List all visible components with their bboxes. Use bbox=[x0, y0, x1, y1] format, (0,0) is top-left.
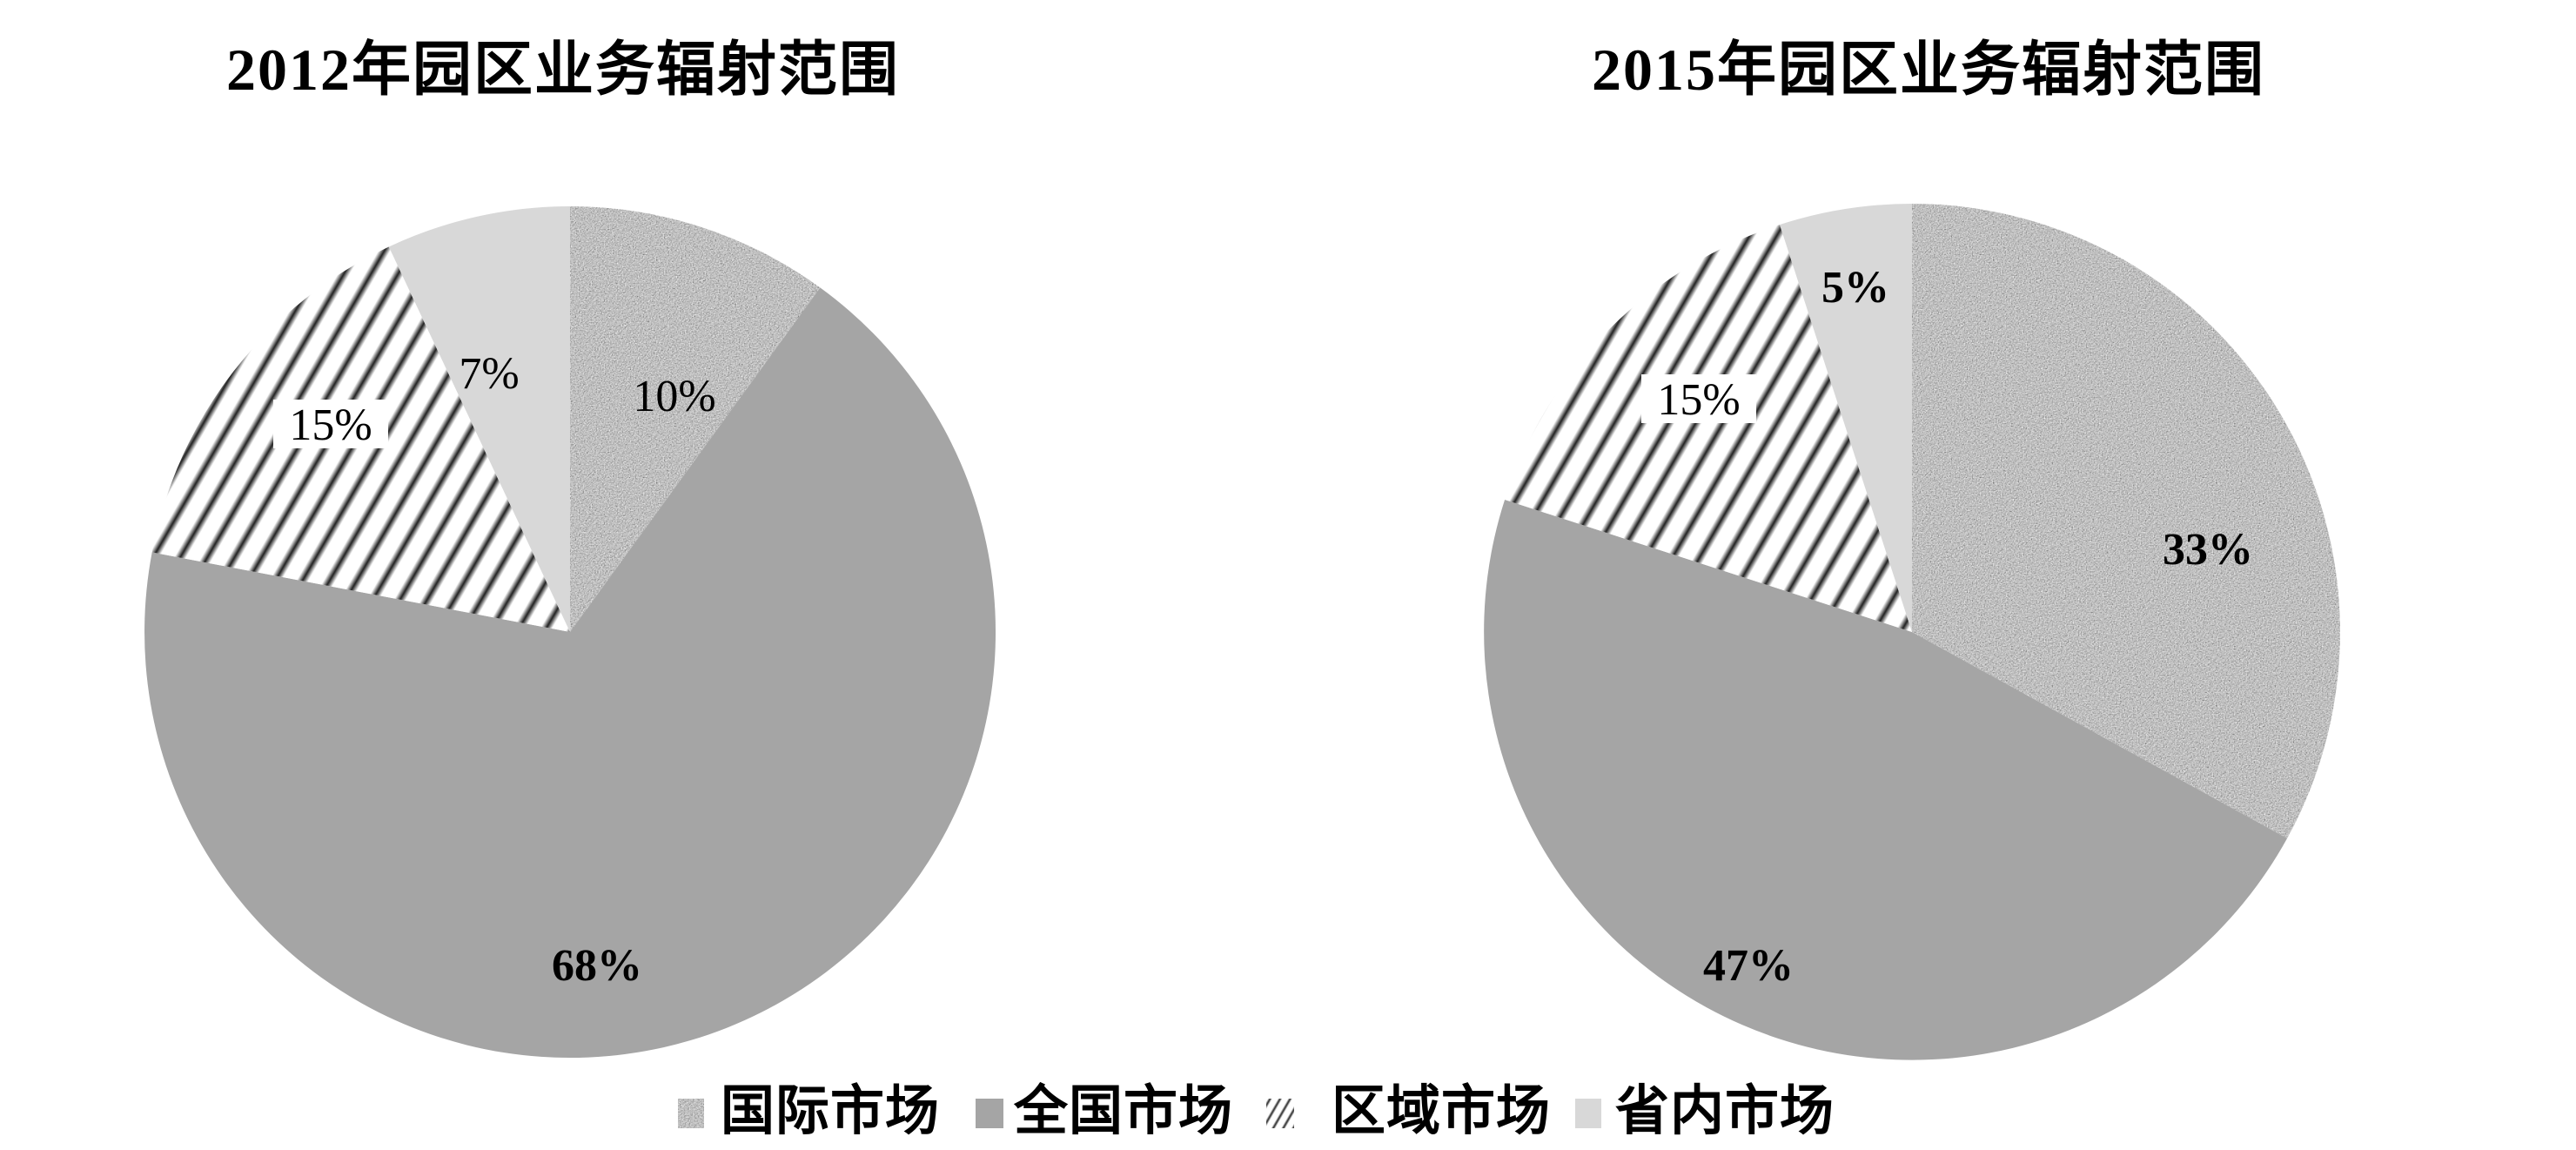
legend-label-international-market: 国际市场 bbox=[721, 1082, 941, 1141]
pie-slice-international-market bbox=[570, 206, 821, 632]
pie-2012: 10% 68% 15% 7% bbox=[144, 206, 996, 1059]
slice-label-national-market: 68% bbox=[552, 941, 642, 991]
legend-swatch-national-market-icon bbox=[976, 1099, 1003, 1128]
pie-2015: 33% 47% 15% 5% bbox=[1484, 204, 2340, 1060]
slice-label-provincial-market: 5% bbox=[1821, 263, 1889, 313]
slice-label-regional-market: 15% bbox=[289, 400, 372, 450]
chart-title-2012: 2012年园区业务辐射范围 bbox=[225, 37, 901, 103]
slice-label-national-market: 47% bbox=[1703, 941, 1794, 991]
pie-slice-provincial-market bbox=[388, 206, 570, 632]
pie-slice-national-market bbox=[1484, 500, 2288, 1060]
slice-label-provincial-market: 7% bbox=[459, 349, 519, 399]
legend-label-provincial-market: 省内市场 bbox=[1615, 1082, 1835, 1141]
legend-label-regional-market: 区域市场 bbox=[1332, 1082, 1552, 1141]
legend-swatch-regional-market-icon bbox=[1266, 1099, 1294, 1128]
legend-label-national-market: 全国市场 bbox=[1014, 1082, 1234, 1141]
slice-label-international-market: 10% bbox=[633, 372, 715, 421]
slice-label-regional-market: 15% bbox=[1657, 375, 1740, 425]
pie-slice-national-market bbox=[144, 287, 996, 1059]
pie-slice-international-market bbox=[1912, 204, 2340, 838]
pie-slice-regional-market bbox=[1505, 225, 1912, 632]
legend-swatch-provincial-market-icon bbox=[1575, 1099, 1601, 1128]
legend-swatches bbox=[678, 1099, 1601, 1128]
slice-label-international-market: 33% bbox=[2163, 525, 2253, 575]
slice-label-box bbox=[273, 400, 388, 448]
chart-title-2015: 2015年园区业务辐射范围 bbox=[1591, 37, 2266, 103]
pie-slice-provincial-market bbox=[1780, 204, 1912, 632]
slice-label-box bbox=[1641, 374, 1756, 423]
legend-swatch-international-market-icon bbox=[678, 1099, 704, 1128]
